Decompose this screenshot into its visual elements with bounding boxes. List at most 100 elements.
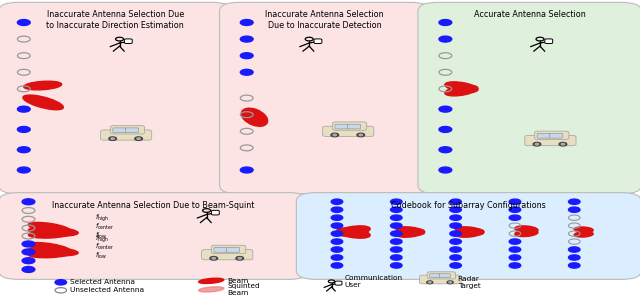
Ellipse shape bbox=[24, 81, 61, 90]
Circle shape bbox=[450, 247, 461, 252]
Circle shape bbox=[390, 255, 402, 260]
FancyBboxPatch shape bbox=[211, 245, 246, 254]
Circle shape bbox=[357, 133, 365, 137]
Circle shape bbox=[450, 255, 461, 260]
Ellipse shape bbox=[23, 95, 63, 110]
Text: Radar
Target: Radar Target bbox=[458, 276, 481, 289]
FancyBboxPatch shape bbox=[0, 2, 232, 194]
Circle shape bbox=[447, 281, 453, 284]
Circle shape bbox=[212, 258, 216, 259]
Circle shape bbox=[240, 167, 253, 173]
FancyBboxPatch shape bbox=[314, 39, 322, 44]
Circle shape bbox=[17, 106, 30, 112]
Circle shape bbox=[390, 239, 402, 244]
Circle shape bbox=[568, 247, 580, 252]
Circle shape bbox=[359, 134, 362, 136]
Text: Accurate Antenna Selection: Accurate Antenna Selection bbox=[474, 10, 586, 19]
FancyBboxPatch shape bbox=[0, 193, 308, 279]
Circle shape bbox=[390, 223, 402, 228]
Ellipse shape bbox=[515, 226, 538, 233]
FancyBboxPatch shape bbox=[110, 126, 145, 134]
FancyBboxPatch shape bbox=[550, 133, 563, 138]
Ellipse shape bbox=[198, 287, 224, 292]
Circle shape bbox=[390, 215, 402, 220]
Circle shape bbox=[22, 249, 35, 255]
FancyBboxPatch shape bbox=[418, 2, 640, 194]
FancyBboxPatch shape bbox=[525, 135, 576, 146]
Circle shape bbox=[428, 282, 431, 283]
FancyBboxPatch shape bbox=[211, 210, 220, 215]
Circle shape bbox=[332, 199, 343, 204]
Ellipse shape bbox=[28, 230, 70, 238]
Circle shape bbox=[427, 281, 433, 284]
Circle shape bbox=[450, 239, 461, 244]
Text: $f_\mathrm{low}$: $f_\mathrm{low}$ bbox=[95, 251, 107, 261]
FancyBboxPatch shape bbox=[227, 248, 239, 252]
Circle shape bbox=[332, 223, 343, 228]
Circle shape bbox=[450, 207, 461, 212]
Circle shape bbox=[22, 241, 35, 247]
Circle shape bbox=[509, 215, 521, 220]
Text: $f_\mathrm{center}$: $f_\mathrm{center}$ bbox=[95, 242, 114, 252]
Ellipse shape bbox=[337, 228, 370, 238]
Circle shape bbox=[439, 127, 452, 132]
Circle shape bbox=[240, 36, 253, 42]
FancyBboxPatch shape bbox=[124, 39, 132, 44]
Circle shape bbox=[568, 199, 580, 204]
Circle shape bbox=[509, 199, 521, 204]
Text: Beam: Beam bbox=[227, 278, 248, 284]
FancyBboxPatch shape bbox=[214, 248, 227, 252]
FancyBboxPatch shape bbox=[220, 2, 430, 194]
Circle shape bbox=[559, 142, 567, 146]
Circle shape bbox=[509, 239, 521, 244]
FancyBboxPatch shape bbox=[429, 274, 440, 278]
FancyBboxPatch shape bbox=[323, 126, 374, 136]
Circle shape bbox=[210, 257, 218, 260]
Circle shape bbox=[111, 138, 115, 140]
Circle shape bbox=[509, 255, 521, 260]
Circle shape bbox=[390, 263, 402, 268]
Circle shape bbox=[240, 69, 253, 75]
Circle shape bbox=[17, 167, 30, 173]
Ellipse shape bbox=[28, 250, 70, 258]
Circle shape bbox=[535, 143, 539, 145]
Circle shape bbox=[332, 247, 343, 252]
FancyBboxPatch shape bbox=[113, 128, 126, 132]
Circle shape bbox=[509, 263, 521, 268]
Circle shape bbox=[450, 231, 461, 236]
Circle shape bbox=[332, 207, 343, 212]
Ellipse shape bbox=[445, 85, 478, 96]
Text: Codebook for Subarray Configurations: Codebook for Subarray Configurations bbox=[392, 201, 546, 210]
Text: Inaccurate Antenna Selection Due
to Inaccurate Direction Estimation: Inaccurate Antenna Selection Due to Inac… bbox=[46, 10, 184, 30]
FancyBboxPatch shape bbox=[100, 130, 152, 140]
Circle shape bbox=[450, 199, 461, 204]
FancyBboxPatch shape bbox=[335, 124, 348, 129]
FancyBboxPatch shape bbox=[537, 133, 550, 138]
FancyBboxPatch shape bbox=[333, 122, 367, 130]
Circle shape bbox=[17, 127, 30, 132]
Circle shape bbox=[332, 263, 343, 268]
Ellipse shape bbox=[198, 278, 224, 283]
Circle shape bbox=[238, 258, 241, 259]
Circle shape bbox=[439, 36, 452, 42]
Circle shape bbox=[390, 231, 402, 236]
Text: Communication
User: Communication User bbox=[344, 275, 403, 288]
Circle shape bbox=[22, 199, 35, 205]
Ellipse shape bbox=[241, 108, 268, 126]
Ellipse shape bbox=[456, 227, 484, 235]
FancyBboxPatch shape bbox=[202, 250, 253, 260]
Circle shape bbox=[236, 257, 244, 260]
Circle shape bbox=[439, 19, 452, 25]
Circle shape bbox=[332, 239, 343, 244]
Ellipse shape bbox=[574, 227, 593, 232]
Circle shape bbox=[55, 280, 67, 285]
Circle shape bbox=[109, 137, 116, 140]
Text: Inaccurate Antenna Selection
Due to Inaccurate Detection: Inaccurate Antenna Selection Due to Inac… bbox=[266, 10, 384, 30]
Circle shape bbox=[450, 263, 461, 268]
Circle shape bbox=[17, 147, 30, 153]
Circle shape bbox=[22, 258, 35, 264]
Text: Squinted
Beam: Squinted Beam bbox=[227, 283, 260, 295]
Circle shape bbox=[332, 215, 343, 220]
Circle shape bbox=[533, 142, 541, 146]
Circle shape bbox=[439, 167, 452, 173]
